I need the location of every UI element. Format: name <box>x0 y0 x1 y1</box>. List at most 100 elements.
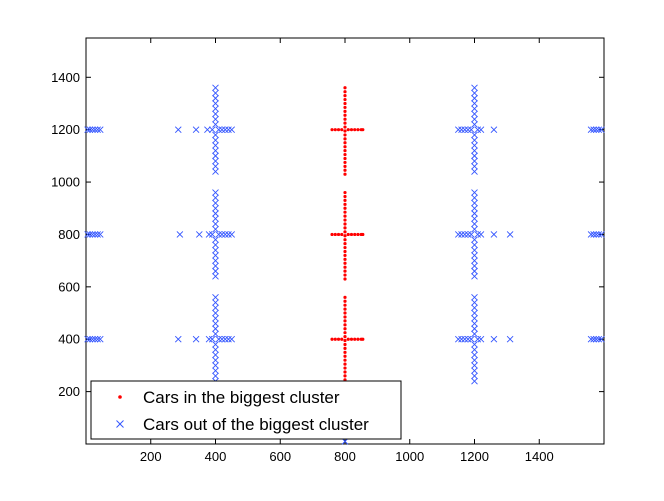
data-point-out-of-cluster <box>471 100 478 107</box>
data-point-out-of-cluster <box>471 273 478 280</box>
data-point-out-of-cluster <box>212 252 219 259</box>
data-point-in-cluster <box>343 265 347 269</box>
x-tick-label: 600 <box>269 449 291 464</box>
data-point-out-of-cluster <box>461 335 469 343</box>
x-tick-label: 200 <box>140 449 162 464</box>
data-point-in-cluster <box>343 234 347 238</box>
data-point-out-of-cluster <box>471 105 478 113</box>
data-point-in-cluster <box>343 374 347 378</box>
data-point-out-of-cluster <box>595 335 603 343</box>
y-tick-label: 400 <box>58 332 80 347</box>
data-point-out-of-cluster <box>174 335 182 343</box>
data-point-out-of-cluster <box>471 168 478 175</box>
y-axis-ticks: 200 400 600 800 1000 1200 1400 <box>51 70 604 399</box>
data-point-out-of-cluster <box>212 204 219 212</box>
data-point-in-cluster <box>343 198 347 202</box>
data-point-in-cluster <box>356 232 360 237</box>
data-point-in-cluster <box>343 319 347 323</box>
data-point-out-of-cluster <box>490 126 498 133</box>
data-point-out-of-cluster <box>587 335 595 343</box>
data-point-in-cluster <box>343 141 347 145</box>
data-point-out-of-cluster <box>195 231 203 238</box>
data-point-out-of-cluster <box>471 236 478 244</box>
data-point-out-of-cluster <box>212 262 219 270</box>
y-tick-label: 1200 <box>51 122 80 137</box>
data-point-in-cluster <box>343 90 347 94</box>
data-point-out-of-cluster <box>471 136 478 144</box>
data-point-in-cluster <box>343 214 347 218</box>
data-point-in-cluster <box>343 129 347 133</box>
data-point-out-of-cluster <box>471 199 478 207</box>
data-point-in-cluster <box>343 137 347 141</box>
data-point-out-of-cluster <box>471 362 478 369</box>
data-point-out-of-cluster <box>89 231 96 238</box>
data-point-in-cluster <box>343 338 347 343</box>
data-point-in-cluster <box>343 303 347 307</box>
data-point-out-of-cluster <box>461 231 469 238</box>
data-point-out-of-cluster <box>506 335 514 343</box>
data-point-out-of-cluster <box>471 257 478 264</box>
x-tick-label: 400 <box>205 449 227 464</box>
data-point-out-of-cluster <box>212 152 219 160</box>
data-point-out-of-cluster <box>192 335 200 343</box>
data-point-out-of-cluster <box>215 335 223 343</box>
data-point-in-cluster <box>343 156 347 161</box>
legend: Cars in the biggest cluster Cars out of … <box>90 380 402 440</box>
data-point-out-of-cluster <box>212 320 219 327</box>
data-point-out-of-cluster <box>86 126 94 133</box>
data-point-out-of-cluster <box>467 335 475 343</box>
data-point-in-cluster <box>333 232 337 237</box>
data-point-out-of-cluster <box>205 231 213 238</box>
data-point-out-of-cluster <box>212 246 219 254</box>
data-point-out-of-cluster <box>471 84 478 92</box>
data-point-in-cluster <box>346 337 350 341</box>
data-point-out-of-cluster <box>225 126 232 133</box>
data-point-in-cluster <box>343 358 347 362</box>
data-point-out-of-cluster <box>471 262 478 270</box>
data-point-out-of-cluster <box>208 126 216 133</box>
data-point-in-cluster <box>343 323 347 327</box>
data-point-out-of-cluster <box>212 372 219 380</box>
data-point-in-cluster <box>333 337 337 341</box>
data-point-in-cluster <box>343 145 347 149</box>
data-point-out-of-cluster <box>471 252 478 259</box>
data-point-in-cluster <box>340 337 344 341</box>
data-point-in-cluster <box>343 117 347 121</box>
data-point-out-of-cluster <box>91 126 99 133</box>
data-point-out-of-cluster <box>471 215 478 223</box>
data-point-in-cluster <box>346 128 350 132</box>
data-point-in-cluster <box>346 232 350 237</box>
data-point-out-of-cluster <box>471 341 478 348</box>
data-point-out-of-cluster <box>471 314 478 322</box>
data-point-out-of-cluster <box>212 304 219 312</box>
data-point-out-of-cluster <box>471 304 478 312</box>
data-point-out-of-cluster <box>471 299 478 306</box>
data-point-out-of-cluster <box>176 231 184 238</box>
data-point-in-cluster <box>349 128 354 132</box>
data-point-out-of-cluster <box>212 142 219 149</box>
data-point-in-cluster <box>356 337 360 341</box>
data-point-in-cluster <box>343 354 347 358</box>
data-point-out-of-cluster <box>471 204 478 212</box>
data-point-out-of-cluster <box>212 163 219 170</box>
data-point-in-cluster <box>343 125 347 129</box>
data-point-out-of-cluster <box>471 147 478 154</box>
data-point-out-of-cluster <box>212 89 219 97</box>
data-point-out-of-cluster <box>212 293 219 301</box>
data-point-out-of-cluster <box>592 335 600 343</box>
data-point-in-cluster <box>330 232 334 237</box>
data-point-out-of-cluster <box>89 126 96 133</box>
data-point-in-cluster <box>349 337 354 341</box>
data-point-out-of-cluster <box>218 231 226 238</box>
data-point-in-cluster <box>343 245 347 250</box>
data-point-out-of-cluster <box>598 231 605 238</box>
data-point-in-cluster <box>343 133 347 137</box>
data-point-out-of-cluster <box>218 335 226 343</box>
data-point-in-cluster <box>343 230 347 234</box>
data-point-out-of-cluster <box>477 335 485 343</box>
data-point-out-of-cluster <box>471 94 478 102</box>
data-point-out-of-cluster <box>225 335 232 343</box>
data-point-out-of-cluster <box>467 231 475 238</box>
series-cars-out-of-biggest-cluster <box>84 84 605 445</box>
